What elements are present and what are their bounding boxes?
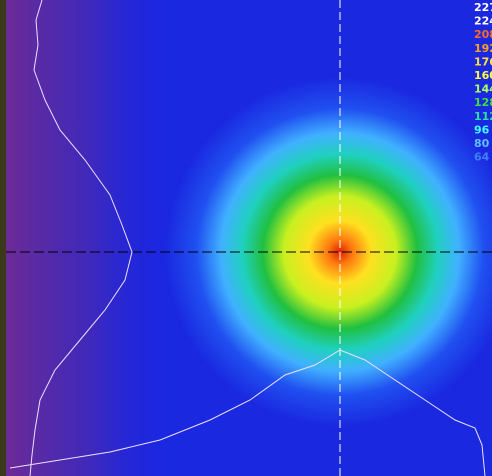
left-border [0, 0, 6, 476]
color-scale: 227224208192176160144128112968064 [474, 1, 492, 164]
scale-label: 160 [474, 69, 492, 82]
scale-label: 128 [474, 96, 492, 109]
scale-label: 112 [474, 110, 492, 123]
scale-label: 176 [474, 55, 492, 68]
scale-label: 96 [474, 123, 490, 136]
scale-label: 208 [474, 28, 492, 41]
scale-label: 227 [474, 1, 492, 14]
scale-label: 64 [474, 151, 490, 164]
scale-label: 80 [474, 137, 490, 150]
scale-label: 224 [474, 15, 492, 28]
scale-label: 144 [474, 83, 492, 96]
scale-label: 192 [474, 42, 492, 55]
horizontal-profile [9, 349, 486, 476]
vertical-profile [29, 0, 133, 476]
